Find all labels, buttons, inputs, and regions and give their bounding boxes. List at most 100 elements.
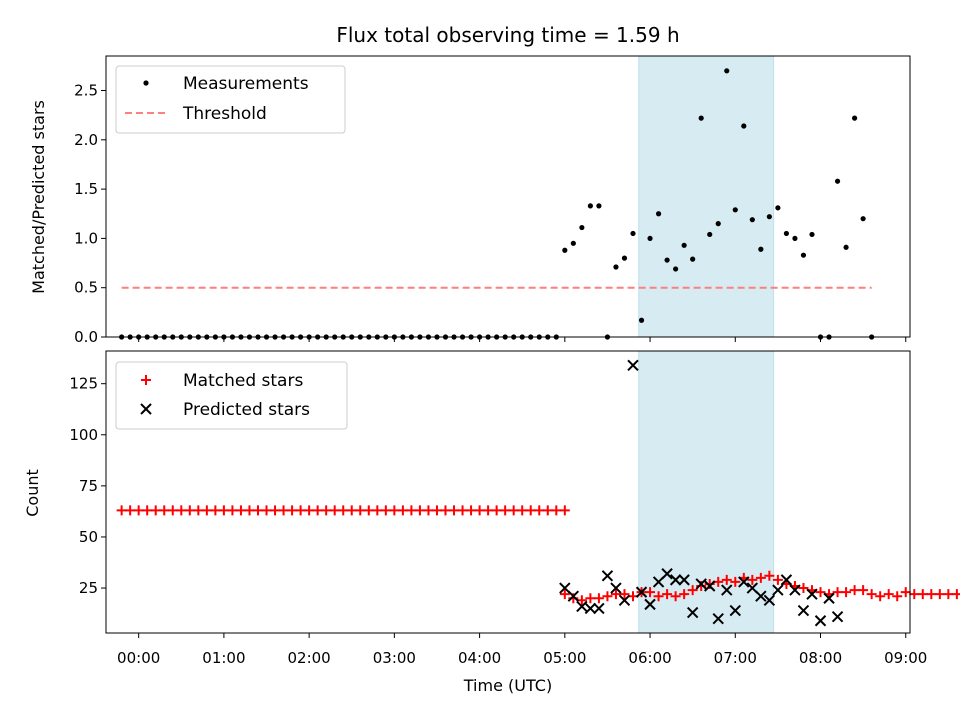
matched-star-marker	[866, 589, 877, 600]
y-tick-label: 50	[79, 528, 98, 546]
predicted-star-marker	[576, 600, 588, 613]
matched-star-marker	[304, 505, 315, 516]
predicted-star-marker	[652, 576, 665, 588]
measurement-point	[758, 246, 764, 252]
predicted-star-marker	[789, 584, 801, 596]
x-tick-label: 05:00	[543, 649, 586, 667]
matched-star-marker	[261, 505, 272, 516]
matched-star-marker	[449, 505, 460, 516]
matched-star-marker	[798, 583, 809, 594]
legend-threshold-label: Threshold	[182, 104, 267, 124]
predicted-star-marker	[780, 574, 793, 586]
predicted-star-marker	[823, 592, 835, 604]
matched-star-marker	[875, 591, 886, 602]
matched-star-marker	[133, 505, 144, 516]
matched-star-marker	[926, 589, 937, 600]
top-axes-frame	[105, 55, 911, 338]
matched-star-marker	[363, 505, 374, 516]
matched-star-marker	[892, 591, 903, 602]
y-tick-label: 0.0	[74, 328, 98, 346]
measurement-point	[638, 317, 645, 323]
legend-box	[115, 65, 346, 134]
y-tick-label: 125	[69, 375, 98, 393]
measurement-point	[741, 123, 747, 129]
predicted-star-marker	[635, 586, 648, 598]
predicted-star-marker	[772, 584, 784, 596]
y-tick-label: 25	[79, 579, 98, 597]
predicted-star-marker	[593, 602, 605, 615]
measurement-point	[621, 255, 628, 261]
measurement-point	[800, 252, 807, 258]
measurement-point	[852, 115, 858, 121]
measurement-point	[783, 230, 790, 237]
measurement-point	[775, 205, 781, 211]
matched-star-marker	[551, 505, 562, 516]
bottom-legend: Matched stars Predicted stars	[115, 361, 348, 430]
measurement-point	[664, 257, 670, 263]
predicted-star-marker	[584, 602, 597, 615]
predicted-star-marker	[763, 594, 776, 607]
matched-star-marker	[457, 505, 468, 516]
y-tick-label: 0.5	[74, 279, 98, 297]
matched-star-marker	[772, 574, 783, 585]
matched-star-marker	[730, 576, 741, 587]
matched-star-marker	[755, 572, 766, 583]
matched-star-marker	[559, 505, 570, 516]
matched-star-marker	[858, 585, 869, 596]
predicted-star-marker	[712, 612, 724, 625]
matched-star-marker	[440, 505, 451, 516]
top-ylabel: Matched/Predicted stars	[29, 100, 48, 294]
predicted-star-marker	[559, 582, 571, 594]
predicted-star-marker	[746, 582, 759, 594]
matched-star-marker	[849, 585, 860, 596]
measurement-point	[673, 266, 679, 272]
legend-measurements-label: Measurements	[183, 74, 309, 94]
bottom-ylabel: Count	[23, 469, 42, 517]
predicted-star-marker	[729, 604, 741, 617]
bottom-axes-frame	[105, 350, 911, 634]
matched-star-marker	[900, 587, 911, 598]
legend-measurements-marker	[143, 80, 149, 86]
matched-star-marker	[270, 505, 281, 516]
predicted-star-marker	[601, 570, 614, 582]
matched-star-marker	[602, 591, 613, 602]
top-panel: 0.0 0.5 1.0 1.5 2.0 2.5 Measurements Threshold	[74, 55, 911, 346]
matched-star-marker	[244, 505, 255, 516]
matched-star-marker	[670, 591, 681, 602]
matched-star-marker	[653, 591, 664, 602]
x-tick-label: 09:00	[884, 649, 927, 667]
x-tick-label: 01:00	[202, 649, 245, 667]
y-tick-label: 1.0	[74, 229, 98, 247]
matched-star-marker	[372, 505, 383, 516]
matched-star-marker	[517, 505, 528, 516]
matched-star-marker	[619, 589, 630, 600]
matched-star-marker	[585, 593, 596, 604]
measurement-point	[630, 230, 636, 237]
matched-star-marker	[466, 505, 477, 516]
measurement-point	[860, 216, 866, 222]
measurement-point	[579, 224, 585, 231]
measurement-point	[690, 256, 696, 262]
matched-star-marker	[176, 505, 187, 516]
measurement-point	[792, 235, 798, 242]
y-tick-label: 1.5	[74, 180, 98, 198]
bottom-panel: 25 50 75 100 125 00:00 01:00 02:00 03:00 04:00 05:…	[69, 350, 960, 667]
matched-star-marker	[125, 505, 136, 516]
x-tick-label: 00:00	[117, 649, 160, 667]
matched-star-marker	[431, 505, 442, 516]
predicted-star-marker	[644, 598, 656, 611]
matched-star-marker	[184, 505, 195, 516]
legend-predicted-label: Predicted stars	[183, 400, 310, 420]
matched-star-marker	[329, 505, 340, 516]
predicted-star-marker	[738, 576, 750, 588]
measurement-point	[647, 235, 653, 242]
matched-star-marker	[832, 587, 843, 598]
matched-star-marker	[883, 589, 894, 600]
matched-star-marker	[142, 505, 153, 516]
matched-star-marker	[815, 587, 826, 598]
matched-star-marker	[610, 589, 621, 600]
matched-star-marker	[380, 505, 391, 516]
matched-star-marker	[645, 587, 656, 598]
matched-star-marker	[278, 505, 289, 516]
y-tick-label: 75	[79, 477, 98, 495]
